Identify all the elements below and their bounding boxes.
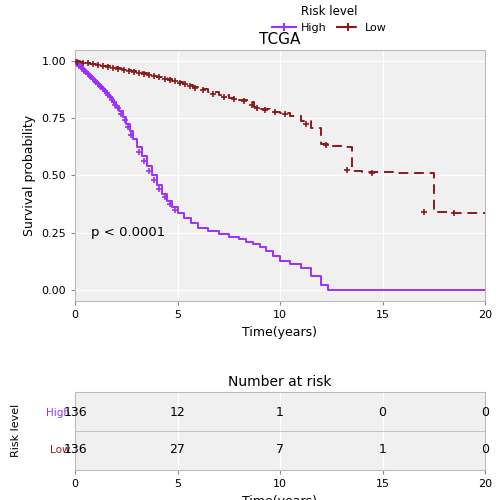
Legend: High, Low: High, Low	[268, 0, 391, 38]
Text: 136: 136	[63, 406, 87, 419]
Text: 27: 27	[170, 442, 186, 456]
Text: 12: 12	[170, 406, 186, 419]
Text: 1: 1	[276, 406, 284, 419]
X-axis label: Time(years): Time(years)	[242, 494, 318, 500]
Text: 136: 136	[63, 442, 87, 456]
Y-axis label: Survival probability: Survival probability	[22, 115, 36, 236]
Text: 7: 7	[276, 442, 284, 456]
Text: 1: 1	[378, 442, 386, 456]
Text: 0: 0	[481, 406, 489, 419]
Y-axis label: Risk level: Risk level	[10, 404, 20, 458]
Title: TCGA: TCGA	[260, 32, 300, 48]
Text: p < 0.0001: p < 0.0001	[92, 226, 166, 238]
X-axis label: Time(years): Time(years)	[242, 326, 318, 338]
Title: Number at risk: Number at risk	[228, 375, 332, 389]
Text: 0: 0	[481, 442, 489, 456]
Text: 0: 0	[378, 406, 386, 419]
